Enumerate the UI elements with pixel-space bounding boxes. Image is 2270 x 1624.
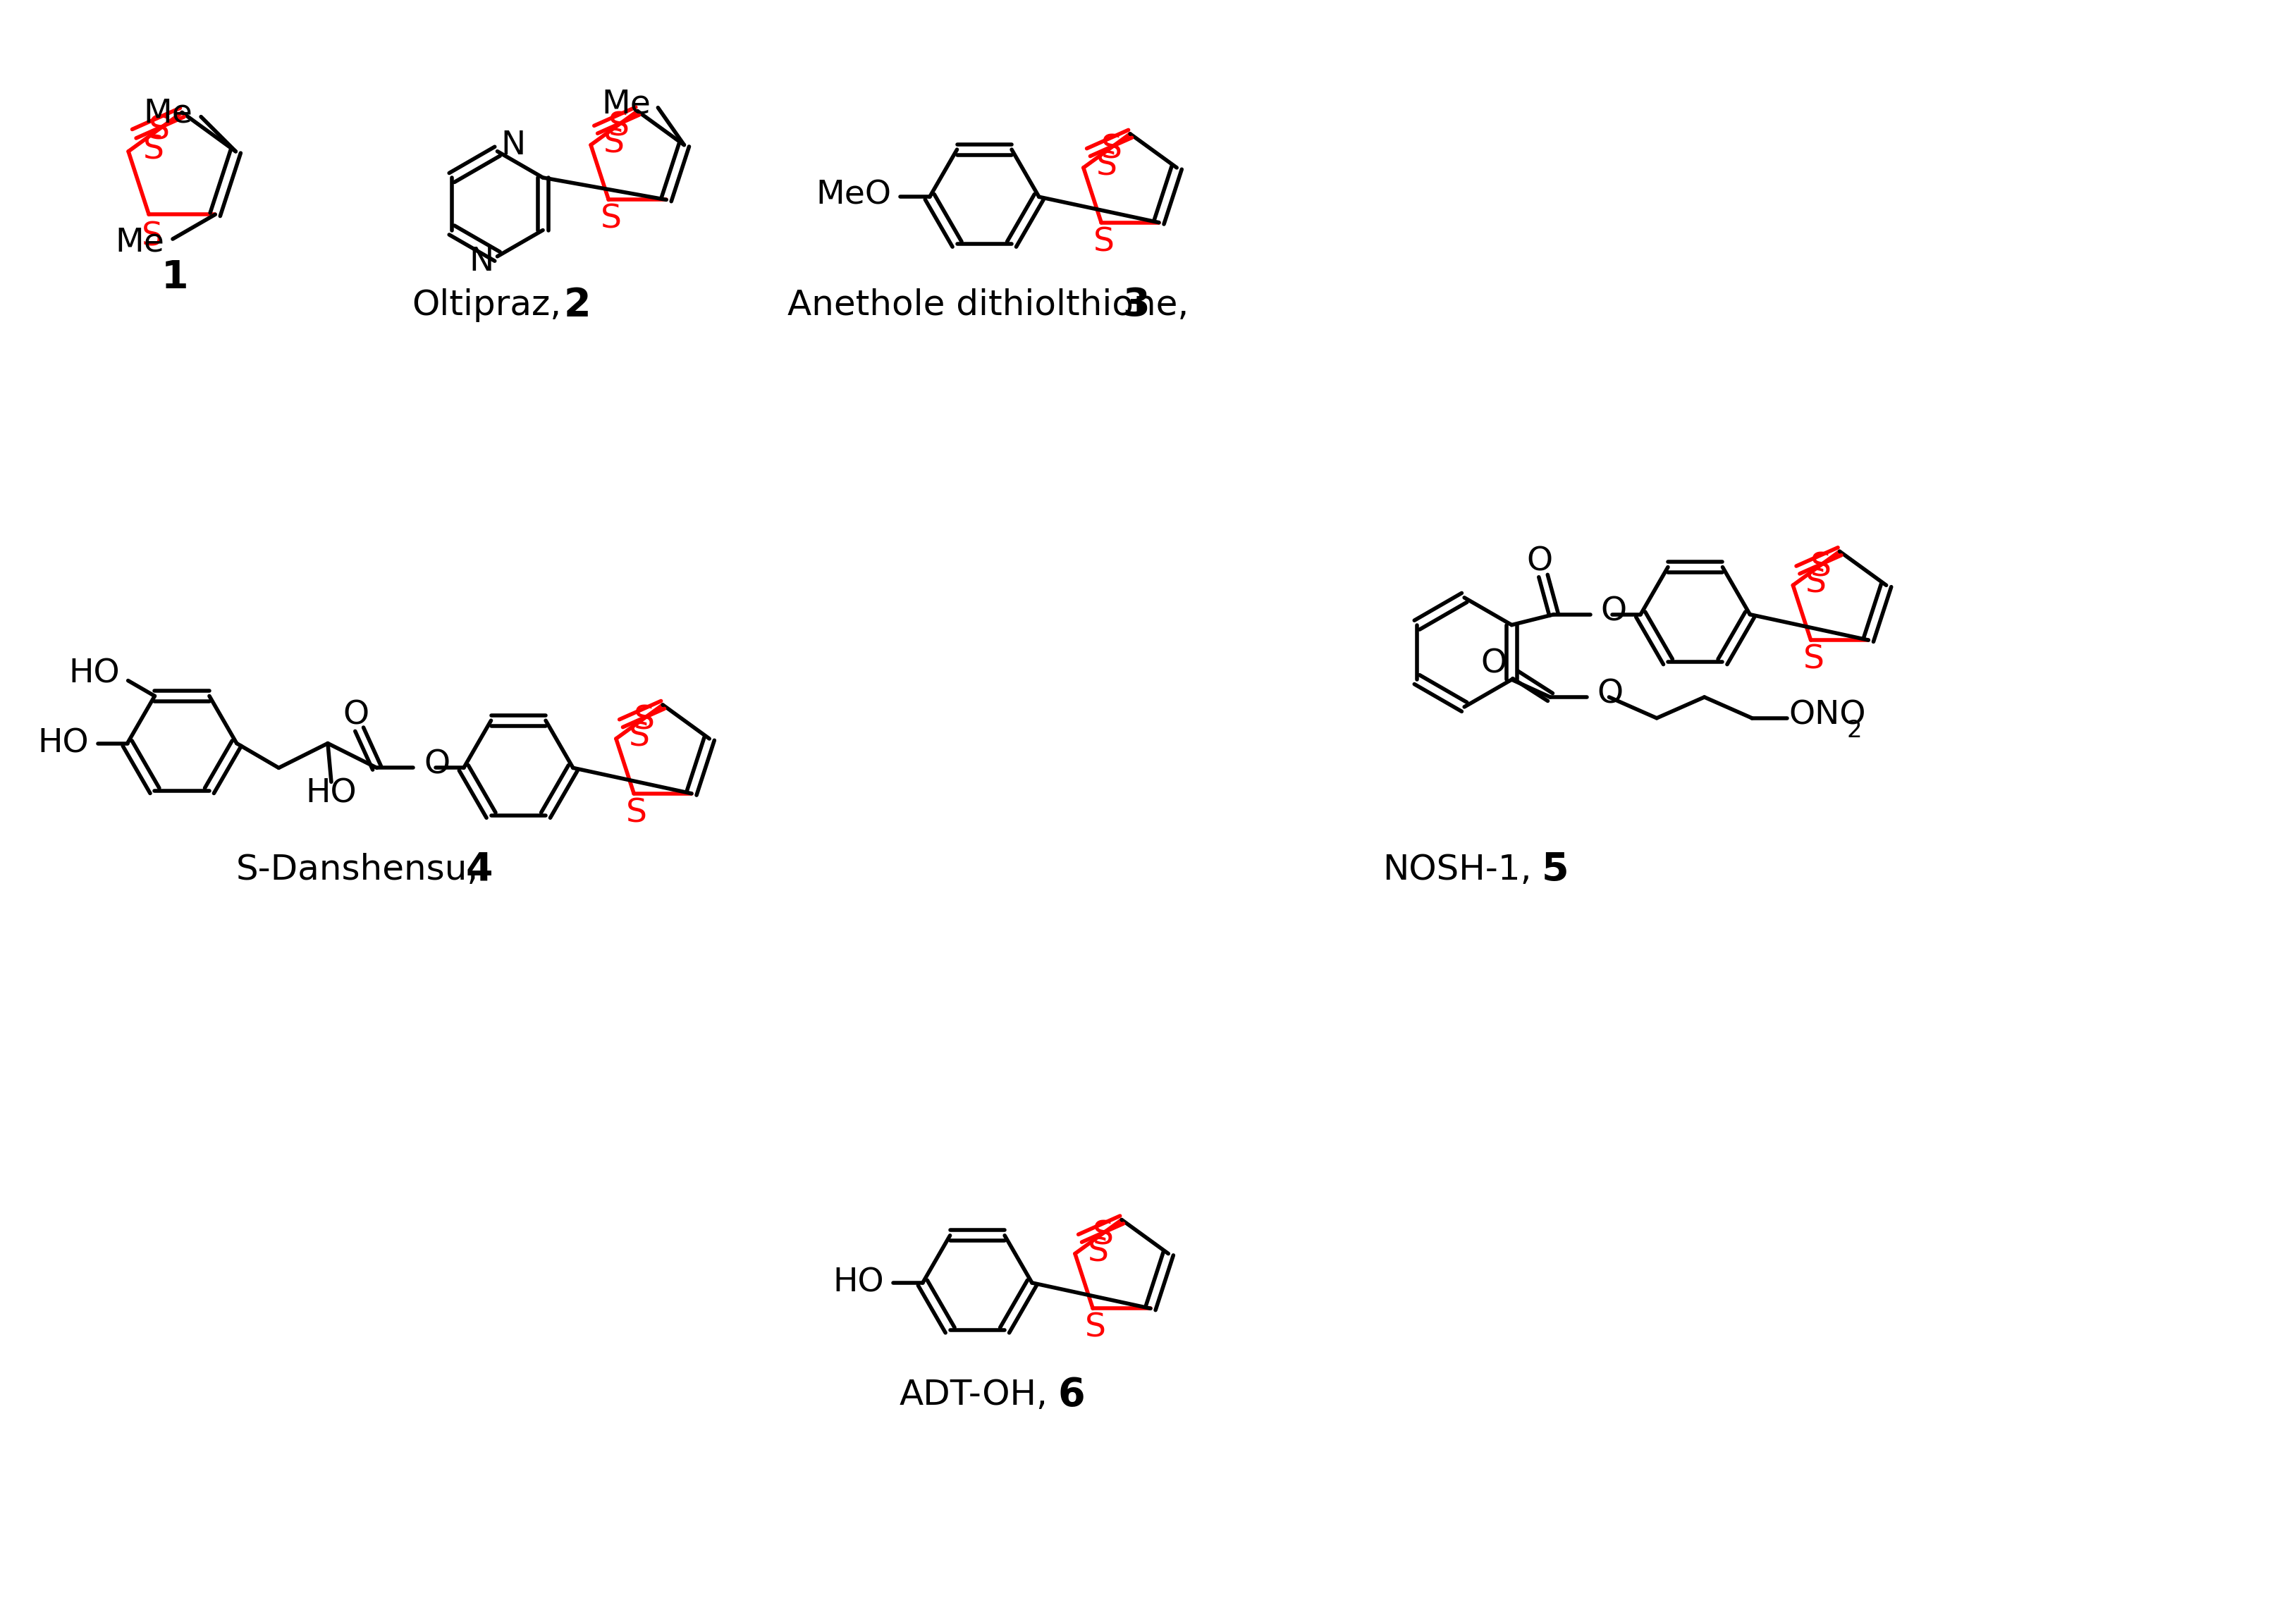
Text: 2: 2 xyxy=(1846,719,1861,742)
Text: N: N xyxy=(470,247,495,278)
Text: S: S xyxy=(1094,226,1115,258)
Text: S: S xyxy=(1087,1236,1108,1268)
Text: S: S xyxy=(1101,133,1121,166)
Text: S: S xyxy=(629,721,649,754)
Text: Me: Me xyxy=(602,88,651,120)
Text: HO: HO xyxy=(39,728,89,758)
Text: 2: 2 xyxy=(563,286,590,325)
Text: O: O xyxy=(1598,679,1623,710)
Text: O: O xyxy=(1600,596,1628,627)
Text: S: S xyxy=(143,133,163,166)
Text: Me: Me xyxy=(143,97,193,128)
Text: S: S xyxy=(1805,568,1827,599)
Text: 1: 1 xyxy=(161,258,188,297)
Text: S: S xyxy=(633,705,654,736)
Text: NOSH-1,: NOSH-1, xyxy=(1382,853,1532,887)
Text: 5: 5 xyxy=(1541,851,1569,888)
Text: ONO: ONO xyxy=(1789,700,1866,731)
Text: S-Danshensu,: S-Danshensu, xyxy=(236,853,479,887)
Text: S: S xyxy=(1085,1312,1105,1345)
Text: O: O xyxy=(1528,546,1553,578)
Text: S: S xyxy=(602,203,622,235)
Text: S: S xyxy=(1096,151,1117,182)
Text: S: S xyxy=(148,115,170,146)
Text: HO: HO xyxy=(68,658,120,690)
Text: S: S xyxy=(1802,643,1825,676)
Text: HO: HO xyxy=(833,1267,883,1299)
Text: 6: 6 xyxy=(1058,1376,1085,1415)
Text: O: O xyxy=(343,700,370,731)
Text: N: N xyxy=(502,130,527,161)
Text: 4: 4 xyxy=(465,851,493,888)
Text: O: O xyxy=(424,749,449,781)
Text: Anethole dithiolthione,: Anethole dithiolthione, xyxy=(788,289,1189,323)
Text: ADT-OH,: ADT-OH, xyxy=(899,1379,1049,1411)
Text: S: S xyxy=(1092,1220,1115,1252)
Text: Oltipraz,: Oltipraz, xyxy=(413,289,561,323)
Text: O: O xyxy=(1480,648,1507,680)
Text: S: S xyxy=(1811,551,1832,583)
Text: S: S xyxy=(141,221,163,253)
Text: Me: Me xyxy=(116,227,163,258)
Text: HO: HO xyxy=(306,778,356,810)
Text: S: S xyxy=(604,128,624,159)
Text: 3: 3 xyxy=(1121,286,1149,325)
Text: S: S xyxy=(608,110,629,143)
Text: S: S xyxy=(627,797,647,828)
Text: MeO: MeO xyxy=(815,180,892,211)
